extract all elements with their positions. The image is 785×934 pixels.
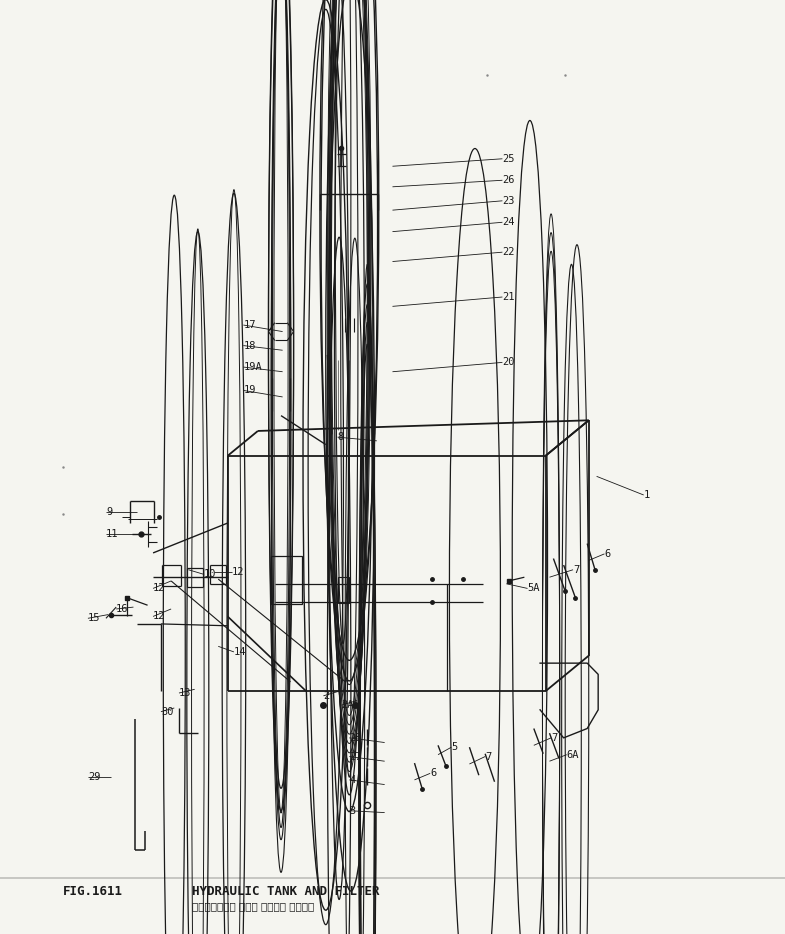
Text: 30: 30 <box>161 707 173 716</box>
Text: 12: 12 <box>232 567 244 576</box>
Text: 16: 16 <box>116 604 129 614</box>
Text: 5A: 5A <box>528 584 540 593</box>
Text: 21: 21 <box>502 292 515 302</box>
Text: 5: 5 <box>451 743 458 752</box>
Text: 12: 12 <box>153 584 166 593</box>
Text: 24: 24 <box>502 218 515 227</box>
Text: 6: 6 <box>430 769 436 778</box>
Text: 20: 20 <box>502 358 515 367</box>
Text: HYDRAULIC TANK AND FILTER: HYDRAULIC TANK AND FILTER <box>192 885 380 899</box>
Text: FIG.1611: FIG.1611 <box>63 885 122 899</box>
Text: 1: 1 <box>644 490 650 500</box>
Text: 6A: 6A <box>567 750 579 759</box>
Bar <box>338 577 349 603</box>
Text: 3: 3 <box>349 806 356 815</box>
Text: 9: 9 <box>106 507 112 517</box>
Text: 7: 7 <box>485 752 491 761</box>
Text: 4: 4 <box>349 775 356 785</box>
Text: 22: 22 <box>502 248 515 257</box>
Bar <box>271 556 302 604</box>
Text: 2A: 2A <box>341 700 354 710</box>
Text: 26: 26 <box>502 176 515 185</box>
Text: 27: 27 <box>349 752 362 761</box>
Text: 12: 12 <box>153 612 166 621</box>
Text: 19: 19 <box>243 386 256 395</box>
Text: 2: 2 <box>323 691 330 700</box>
Text: 29: 29 <box>88 772 100 782</box>
Text: 19A: 19A <box>243 362 262 372</box>
Text: 15: 15 <box>88 614 100 623</box>
Text: 28: 28 <box>349 733 362 743</box>
Text: 7: 7 <box>551 733 557 743</box>
Text: 6: 6 <box>604 549 611 559</box>
Text: ハイト・ロック タンク オヨビ・ フィルタ: ハイト・ロック タンク オヨビ・ フィルタ <box>192 901 315 911</box>
Text: 17: 17 <box>243 320 256 330</box>
Text: 14: 14 <box>234 647 246 657</box>
Text: 7: 7 <box>573 565 579 574</box>
Text: 8: 8 <box>338 432 344 442</box>
Text: 25: 25 <box>502 154 515 163</box>
Text: 23: 23 <box>502 196 515 205</box>
Text: 10: 10 <box>204 570 217 579</box>
Text: 18: 18 <box>243 341 256 350</box>
Text: 13: 13 <box>179 688 192 698</box>
Text: 11: 11 <box>106 530 119 539</box>
